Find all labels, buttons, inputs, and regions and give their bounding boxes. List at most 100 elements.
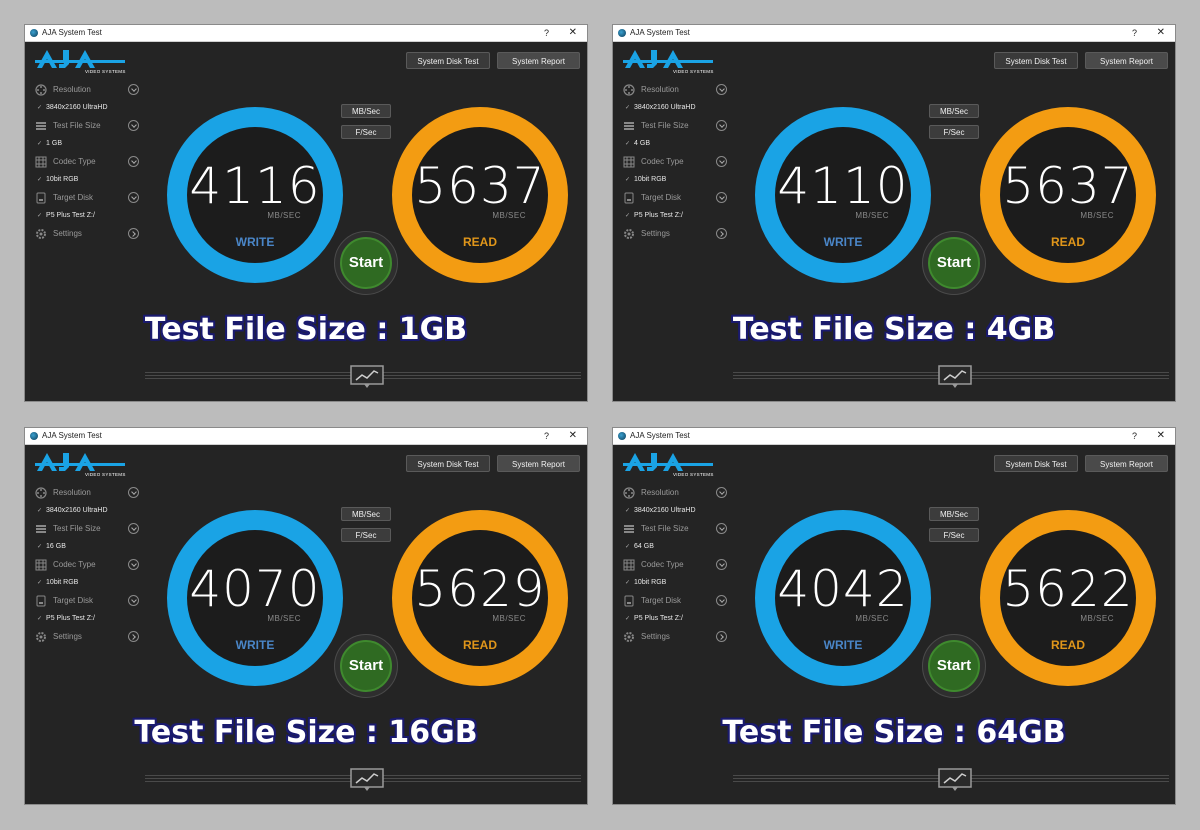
help-button[interactable]: ?	[1131, 28, 1137, 38]
write-gauge: 4042 MB/SEC WRITE	[755, 510, 931, 686]
menu-resolution[interactable]: Resolution	[35, 84, 139, 98]
chevron-down-icon[interactable]	[128, 487, 139, 498]
start-button[interactable]: Start	[922, 231, 986, 295]
f-sec-button[interactable]: F/Sec	[341, 125, 391, 139]
chevron-down-icon[interactable]	[716, 487, 727, 498]
stack-icon	[624, 525, 634, 533]
aja-logo: VIDEO SYSTEMS	[35, 451, 127, 481]
stack-icon	[36, 122, 46, 130]
chevron-down-icon[interactable]	[128, 595, 139, 606]
read-gauge: 5622 MB/SEC READ	[980, 510, 1156, 686]
system-report-button[interactable]: System Report	[1085, 52, 1168, 69]
menu-file-size[interactable]: Test File Size	[623, 523, 727, 537]
system-report-button[interactable]: System Report	[1085, 455, 1168, 472]
menu-settings[interactable]: Settings	[35, 631, 139, 645]
chevron-down-icon[interactable]	[716, 156, 727, 167]
help-button[interactable]: ?	[543, 431, 549, 441]
system-disk-test-button[interactable]: System Disk Test	[406, 52, 490, 69]
mb-sec-button[interactable]: MB/Sec	[341, 104, 391, 118]
chevron-down-icon[interactable]	[128, 192, 139, 203]
menu-codec[interactable]: Codec Type	[35, 156, 139, 170]
f-sec-button[interactable]: F/Sec	[929, 125, 979, 139]
close-button[interactable]: ✕	[568, 27, 577, 38]
chevron-down-icon[interactable]	[128, 156, 139, 167]
system-disk-test-button[interactable]: System Disk Test	[994, 52, 1078, 69]
codec-value: ✓ 10bit RGB	[37, 579, 79, 586]
window-title: AJA System Test	[42, 431, 102, 440]
chevron-down-icon[interactable]	[128, 84, 139, 95]
menu-codec[interactable]: Codec Type	[35, 559, 139, 573]
start-button[interactable]: Start	[334, 231, 398, 295]
write-value: 4110	[777, 157, 909, 215]
menu-target-disk[interactable]: Target Disk	[623, 192, 727, 206]
chevron-right-icon[interactable]	[128, 228, 139, 239]
graph-toggle-icon[interactable]	[938, 768, 972, 792]
chevron-down-icon[interactable]	[716, 523, 727, 534]
chevron-right-icon[interactable]	[716, 228, 727, 239]
menu-resolution[interactable]: Resolution	[623, 84, 727, 98]
mb-sec-button[interactable]: MB/Sec	[341, 507, 391, 521]
menu-resolution[interactable]: Resolution	[35, 487, 139, 501]
resolution-value: ✓ 3840x2160 UltraHD	[625, 104, 696, 111]
app-icon	[618, 432, 626, 440]
menu-settings[interactable]: Settings	[623, 631, 727, 645]
film-reel-icon	[623, 84, 635, 96]
target-disk-value: ✓ P5 Plus Test Z:/	[625, 615, 683, 622]
menu-codec[interactable]: Codec Type	[623, 156, 727, 170]
read-label: READ	[462, 235, 497, 249]
chevron-down-icon[interactable]	[128, 559, 139, 570]
menu-codec[interactable]: Codec Type	[623, 559, 727, 573]
mb-sec-button[interactable]: MB/Sec	[929, 507, 979, 521]
write-unit: MB/SEC	[855, 614, 889, 623]
graph-toggle-icon[interactable]	[350, 768, 384, 792]
close-button[interactable]: ✕	[568, 430, 577, 441]
menu-file-size[interactable]: Test File Size	[35, 120, 139, 134]
app-icon	[618, 29, 626, 37]
menu-file-size-label: Test File Size	[53, 524, 101, 533]
write-unit: MB/SEC	[267, 614, 301, 623]
gear-icon	[36, 229, 46, 239]
chevron-down-icon[interactable]	[716, 120, 727, 131]
file-size-value: ✓ 64 GB	[625, 543, 654, 550]
chevron-down-icon[interactable]	[128, 120, 139, 131]
chevron-down-icon[interactable]	[716, 559, 727, 570]
window-title: AJA System Test	[630, 431, 690, 440]
menu-settings-label: Settings	[53, 632, 82, 641]
menu-file-size[interactable]: Test File Size	[623, 120, 727, 134]
mb-sec-button[interactable]: MB/Sec	[929, 104, 979, 118]
close-button[interactable]: ✕	[1156, 430, 1165, 441]
menu-settings[interactable]: Settings	[35, 228, 139, 242]
menu-resolution[interactable]: Resolution	[623, 487, 727, 501]
chevron-down-icon[interactable]	[716, 84, 727, 95]
system-report-button[interactable]: System Report	[497, 455, 580, 472]
chevron-down-icon[interactable]	[716, 192, 727, 203]
target-disk-value: ✓ P5 Plus Test Z:/	[625, 212, 683, 219]
target-disk-value: ✓ P5 Plus Test Z:/	[37, 212, 95, 219]
read-value: 5629	[414, 560, 546, 618]
chevron-right-icon[interactable]	[716, 631, 727, 642]
menu-file-size[interactable]: Test File Size	[35, 523, 139, 537]
menu-target-disk[interactable]: Target Disk	[35, 192, 139, 206]
read-gauge: 5629 MB/SEC READ	[392, 510, 568, 686]
menu-target-disk[interactable]: Target Disk	[35, 595, 139, 609]
help-button[interactable]: ?	[1131, 431, 1137, 441]
write-label: WRITE	[235, 235, 275, 249]
f-sec-button[interactable]: F/Sec	[929, 528, 979, 542]
start-button[interactable]: Start	[334, 634, 398, 698]
system-disk-test-button[interactable]: System Disk Test	[994, 455, 1078, 472]
graph-toggle-icon[interactable]	[350, 365, 384, 389]
menu-settings[interactable]: Settings	[623, 228, 727, 242]
start-button[interactable]: Start	[922, 634, 986, 698]
chevron-down-icon[interactable]	[716, 595, 727, 606]
graph-toggle-icon[interactable]	[938, 365, 972, 389]
chevron-right-icon[interactable]	[128, 631, 139, 642]
help-button[interactable]: ?	[543, 28, 549, 38]
chevron-down-icon[interactable]	[128, 523, 139, 534]
system-report-button[interactable]: System Report	[497, 52, 580, 69]
write-unit: MB/SEC	[855, 211, 889, 220]
disk-icon	[624, 192, 634, 204]
f-sec-button[interactable]: F/Sec	[341, 528, 391, 542]
close-button[interactable]: ✕	[1156, 27, 1165, 38]
menu-target-disk[interactable]: Target Disk	[623, 595, 727, 609]
system-disk-test-button[interactable]: System Disk Test	[406, 455, 490, 472]
